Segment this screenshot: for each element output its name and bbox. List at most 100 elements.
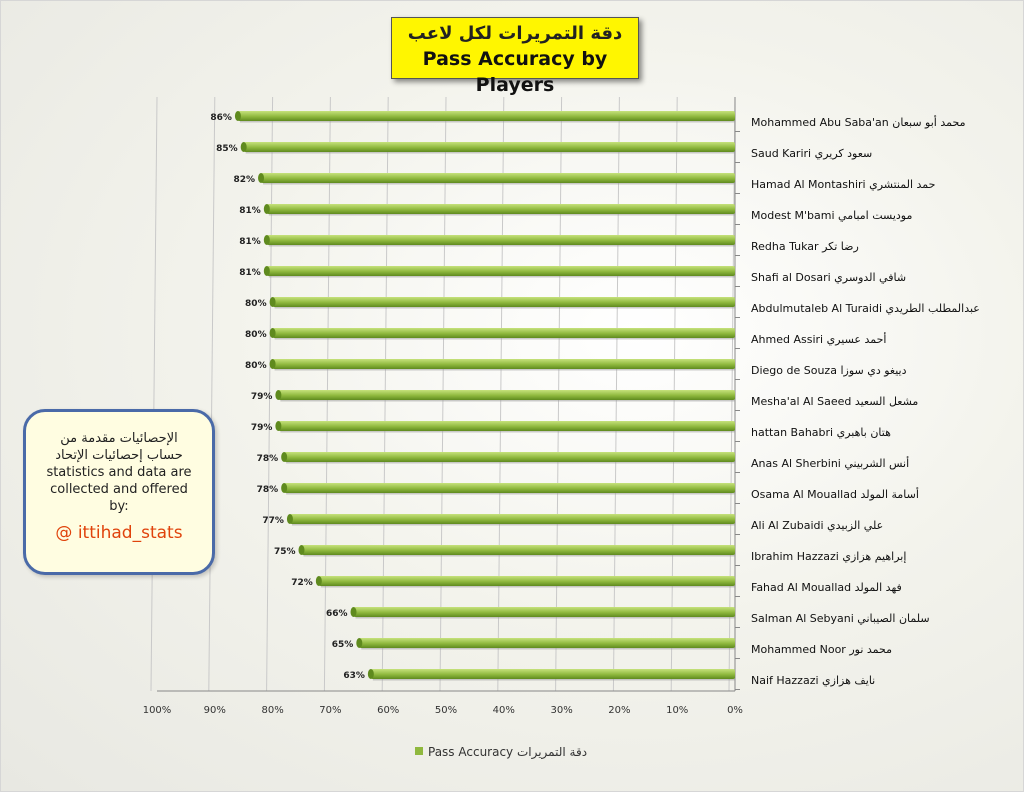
bar [278,390,735,400]
bar-end-cap [269,328,276,338]
bar [289,514,735,524]
bar [301,545,735,555]
bar-shadow [274,369,735,371]
info-line-3: statistics and data are [46,465,192,480]
bar [278,421,735,431]
category-label: Saud Kariri سعود كريري [751,147,872,160]
data-label: 86% [210,113,232,123]
bar-end-cap [286,514,293,524]
bar-end-cap [281,452,288,462]
legend-swatch [415,747,423,755]
chart-title-arabic: دقة التمريرات لكل لاعب [407,23,623,44]
bar-shadow [320,586,735,588]
data-label: 81% [239,268,261,278]
category-label: Hamad Al Montashiri حمد المنتشري [751,178,935,191]
bar [284,452,735,462]
bar-end-cap [263,204,270,214]
bar [272,359,735,369]
x-tick-label: 80% [261,705,283,716]
category-label: Salman Al Sebyani سلمان الصيباني [751,612,930,625]
bar [284,483,735,493]
category-label: Ibrahim Hazzazi إبراهيم هزازي [751,550,906,563]
category-label: Mesha'al Al Saeed مشعل السعيد [751,395,918,408]
data-label: 79% [251,423,273,433]
chart-title-english: Pass Accuracy by Players [422,48,608,96]
bar [353,607,735,617]
bar [237,111,736,121]
x-tick-label: 50% [435,705,457,716]
x-tick-label: 100% [143,705,172,716]
category-label: Modest M'bami موديست امبامي [751,209,912,222]
category-label: hattan Bahabri هتان باهبري [751,426,891,439]
bar-end-cap [281,483,288,493]
data-label: 63% [343,671,365,681]
data-label: 80% [245,330,267,340]
data-label: 80% [245,361,267,371]
x-tick-label: 90% [204,705,226,716]
category-label: Osama Al Mouallad أسامة المولد [751,487,919,501]
x-tick-label: 30% [550,705,572,716]
data-label: 66% [326,609,348,619]
bar [359,638,735,648]
bar [272,297,735,307]
bar-end-cap [258,173,265,183]
data-label: 81% [239,206,261,216]
x-tick-label: 70% [319,705,341,716]
category-label: Ahmed Assiri أحمد عسيري [751,332,886,346]
info-box: الإحصائيات مقدمة من حساب إحصائيات الإتحا… [23,409,215,575]
x-tick-label: 40% [493,705,515,716]
category-label: Naif Hazzazi نايف هزازي [751,674,875,687]
twitter-handle: @ ittihad_stats [55,523,183,543]
bar [266,235,735,245]
x-tick-label: 0% [727,705,743,716]
legend-label: Pass Accuracy دقة التمريرات [428,745,587,760]
bar-shadow [303,555,735,557]
bar-end-cap [240,142,247,152]
data-label: 75% [274,547,296,557]
info-line-1: الإحصائيات مقدمة من [60,431,178,446]
bar-shadow [274,338,735,340]
bar [243,142,735,152]
info-line-4: collected and offered [50,482,188,497]
category-label: Mohammed Abu Saba'an محمد أبو سبعان [751,115,966,129]
bar-shadow [268,276,735,278]
bar-end-cap [356,638,363,648]
chart-title-box: دقة التمريرات لكل لاعب Pass Accuracy by … [391,17,639,96]
gridline [266,96,274,692]
category-label: Shafi al Dosari شافي الدوسري [751,271,906,284]
x-tick-label: 20% [608,705,630,716]
bar-shadow [263,183,735,185]
data-label: 78% [257,454,279,464]
data-label: 81% [239,237,261,247]
category-label: Diego de Souza دييغو دي سوزا [751,364,907,377]
bar-end-cap [275,390,282,400]
data-label: 65% [332,640,354,650]
bar [318,576,735,586]
bar-end-cap [263,266,270,276]
bar-end-cap [269,297,276,307]
data-label: 77% [262,516,284,526]
category-label: Mohammed Noor محمد نور [751,643,892,656]
bar-end-cap [275,421,282,431]
bar-end-cap [315,576,322,586]
bar [370,669,735,679]
bar-end-cap [263,235,270,245]
bar-shadow [280,400,735,402]
category-label: Abdulmutaleb Al Turaidi عبدالمطلب الطريد… [751,302,980,315]
bar-end-cap [367,669,374,679]
bar [266,266,735,276]
bar-shadow [245,152,735,154]
bar-end-cap [298,545,305,555]
bar-shadow [291,524,735,526]
category-label: Ali Al Zubaidi علي الزبيدي [751,519,883,532]
data-label: 78% [257,485,279,495]
data-label: 79% [251,392,273,402]
bar-shadow [274,307,735,309]
bar-shadow [286,493,735,495]
category-label: Anas Al Sherbini أنس الشربيني [751,456,909,470]
bar [272,328,735,338]
bar [266,204,735,214]
data-label: 82% [233,175,255,185]
info-line-2: حساب إحصائيات الإتحاد [55,448,183,463]
